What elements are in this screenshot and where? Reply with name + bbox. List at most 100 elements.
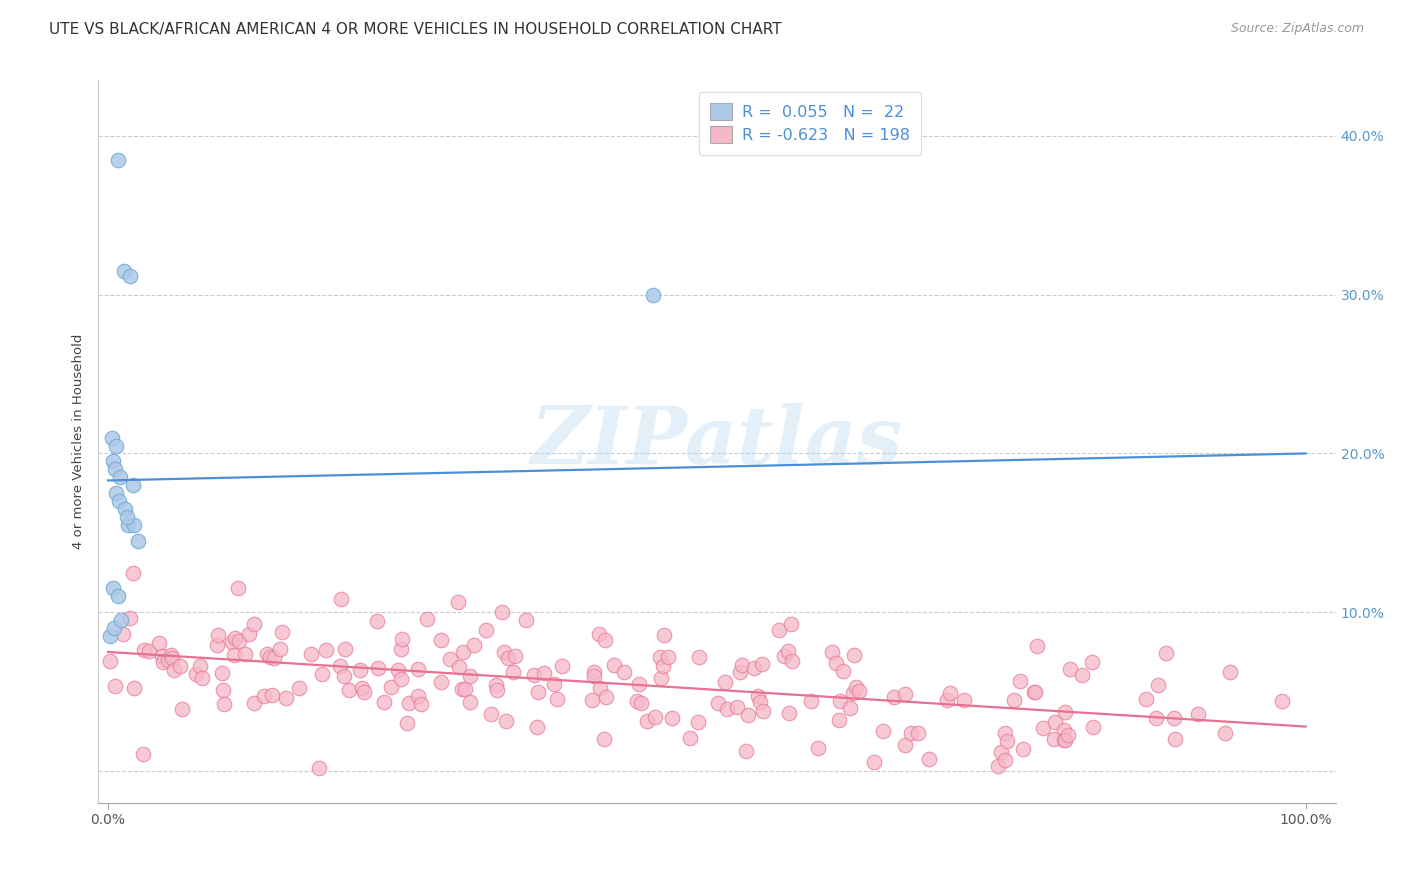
Point <box>1081 655 1104 669</box>
Point <box>107 153 129 167</box>
Point <box>821 645 844 659</box>
Point <box>994 726 1017 740</box>
Point <box>593 731 616 746</box>
Point <box>101 582 124 596</box>
Point <box>523 668 546 682</box>
Point <box>108 470 131 484</box>
Point <box>688 714 710 729</box>
Point <box>353 685 375 699</box>
Point <box>451 682 474 697</box>
Point <box>350 681 373 695</box>
Point <box>939 686 962 700</box>
Point <box>207 628 229 642</box>
Point <box>824 656 846 670</box>
Point <box>845 680 868 694</box>
Point <box>515 613 537 627</box>
Point <box>780 654 803 668</box>
Point <box>389 642 412 657</box>
Point <box>1008 673 1031 688</box>
Point <box>190 671 212 685</box>
Y-axis label: 4 or more Vehicles in Household: 4 or more Vehicles in Household <box>72 334 86 549</box>
Point <box>551 658 574 673</box>
Point <box>169 659 191 673</box>
Point <box>163 663 186 677</box>
Point <box>1031 721 1053 735</box>
Point <box>494 645 516 659</box>
Point <box>842 686 865 700</box>
Point <box>848 684 870 698</box>
Point <box>626 693 648 707</box>
Point <box>162 650 184 665</box>
Point <box>1004 693 1026 707</box>
Point <box>315 643 337 657</box>
Point <box>588 627 610 641</box>
Point <box>212 683 235 698</box>
Point <box>111 627 134 641</box>
Point <box>838 701 860 715</box>
Point <box>747 689 769 703</box>
Point <box>118 268 141 283</box>
Point <box>132 642 155 657</box>
Point <box>1053 733 1076 747</box>
Point <box>613 665 636 679</box>
Point <box>1271 694 1294 708</box>
Point <box>725 700 748 714</box>
Point <box>1059 662 1081 676</box>
Point <box>112 264 135 278</box>
Point <box>439 652 461 666</box>
Point <box>271 625 294 640</box>
Point <box>156 652 179 666</box>
Point <box>778 643 800 657</box>
Point <box>148 636 170 650</box>
Point <box>349 663 371 677</box>
Point <box>1135 692 1157 706</box>
Point <box>188 659 211 673</box>
Point <box>953 693 976 707</box>
Point <box>1219 665 1241 680</box>
Point <box>778 706 800 720</box>
Point <box>894 739 917 753</box>
Point <box>1057 728 1080 742</box>
Point <box>751 657 773 671</box>
Point <box>862 755 884 769</box>
Point <box>1146 678 1168 692</box>
Point <box>226 581 249 595</box>
Point <box>101 454 124 468</box>
Point <box>389 672 412 686</box>
Point <box>479 706 502 721</box>
Point <box>100 654 122 668</box>
Point <box>779 616 801 631</box>
Point <box>186 667 208 681</box>
Point <box>243 696 266 710</box>
Point <box>107 494 129 508</box>
Point <box>224 631 246 645</box>
Point <box>657 649 679 664</box>
Point <box>1054 706 1077 720</box>
Point <box>211 666 233 681</box>
Point <box>263 651 285 665</box>
Point <box>583 665 606 679</box>
Point <box>918 752 941 766</box>
Point <box>150 649 173 664</box>
Point <box>233 647 256 661</box>
Point <box>533 665 555 680</box>
Point <box>287 681 309 696</box>
Point <box>398 696 420 710</box>
Point <box>259 650 281 665</box>
Point <box>907 726 929 740</box>
Point <box>1070 667 1092 681</box>
Point <box>104 679 127 693</box>
Point <box>406 690 429 704</box>
Point <box>807 740 830 755</box>
Point <box>105 486 128 500</box>
Point <box>447 595 470 609</box>
Point <box>935 692 957 706</box>
Point <box>100 629 122 643</box>
Point <box>737 707 759 722</box>
Point <box>118 611 141 625</box>
Point <box>107 590 129 604</box>
Point <box>828 713 851 727</box>
Text: Source: ZipAtlas.com: Source: ZipAtlas.com <box>1230 22 1364 36</box>
Point <box>406 662 429 676</box>
Point <box>652 659 675 673</box>
